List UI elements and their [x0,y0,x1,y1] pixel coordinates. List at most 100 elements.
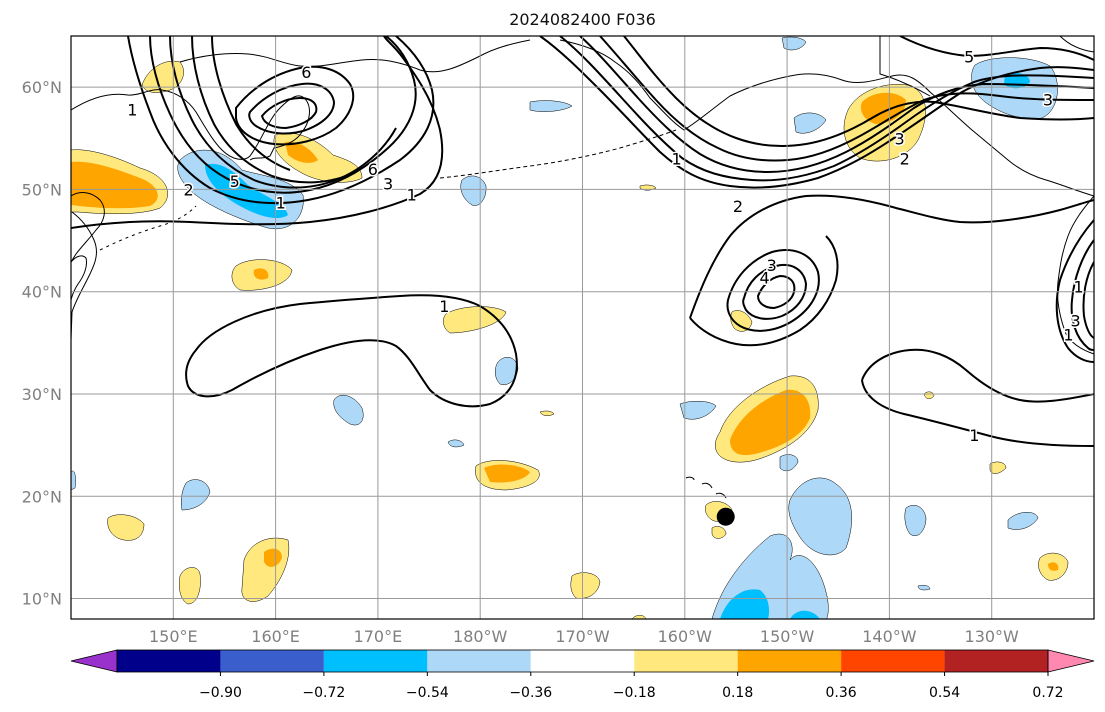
contour-label: 1 [672,150,682,169]
latitude-label: 40°N [22,283,62,302]
contour-west-inner-2 [191,36,357,184]
longitude-label: 140°W [862,627,917,646]
coast-north-america [1057,195,1094,355]
contour-3-west [127,36,435,205]
shade-negative-tropical-core-2 [790,610,820,619]
longitude-label: 180°W [453,627,508,646]
contour-label: 3 [383,174,393,193]
contour-5-northeast [899,36,1094,61]
contour-1-west [71,36,444,229]
contour-bering-low-3 [260,96,318,130]
contour-label: 3 [895,129,905,148]
longitude-label: 160°W [658,627,713,646]
contour-label: 1 [1063,326,1073,345]
shade-negative-cell-10 [447,439,465,448]
colorbar-extend-max [1047,649,1095,673]
contour-2-east [689,194,1094,319]
contour-jet-east-2 [559,36,1094,182]
contour-label: 4 [760,268,770,287]
shade-negative-cell-11 [180,479,211,511]
contour-1-mid-west [185,294,518,408]
shade-positive-cell-24 [730,310,753,332]
longitude-label: 130°W [965,627,1020,646]
latitude-label: 20°N [22,487,62,506]
colorbar-box [323,650,428,672]
contour-west-inner-1 [169,36,397,189]
colorbar-box [117,650,221,672]
shade-positive-cell-19 [179,567,201,605]
colorbar-outline [116,649,1049,673]
contour-label: 1 [127,101,137,120]
shade-positive-cell-1-core [253,268,269,280]
shade-positive-west-core [71,161,158,209]
contour-3-east-loop [726,249,820,332]
latitude-label: 60°N [22,78,62,97]
colorbar-box [634,650,738,672]
contour-east-edge-2 [1070,239,1094,351]
contour-label: 5 [964,47,974,66]
colorbar-box [530,650,635,672]
latitude-label: 10°N [22,590,62,609]
shade-negative-tropical-core [720,589,770,619]
shade-positive-cell-18-core [264,548,282,567]
colorbar-tick-label: 0.72 [1032,685,1063,701]
coastlines [71,36,1094,499]
colorbar-box [944,650,1048,672]
longitude-label: 170°E [354,627,403,646]
shade-negative-cell-5 [333,394,364,426]
colorbar-tick-label: −0.54 [406,685,449,701]
colorbar: −0.90 −0.72 −0.54 −0.36 −0.18 0.18 0.36 0.54 0.7… [70,649,1095,701]
contour-label: 1 [407,186,417,205]
latitude-labels: 60°N 50°N 40°N 30°N 20°N 10°N [22,78,62,608]
longitude-label: 150°E [149,627,198,646]
contour-label: 1 [276,194,286,213]
contour-bering-low-1 [235,65,355,146]
contour-east-edge-1 [1055,219,1094,363]
contour-label: 2 [184,180,194,199]
coast-aleutian-chain [439,129,677,179]
geopotential-contours [71,36,1094,447]
colorbar-tick-label: −0.90 [199,685,242,701]
shade-positive-cell-22-core [1048,562,1059,571]
shade-negative-cell-4 [495,356,519,385]
map-frame [70,35,1095,620]
contour-label: 1 [1074,278,1084,297]
shade-positive-okhotsk-core [285,141,318,163]
shade-negative-cell-3 [460,175,487,206]
contour-label: 5 [230,172,240,191]
shade-negative-cell-13 [904,505,927,536]
contour-4-east-loop [742,264,808,320]
contour-2-east-lower [689,235,839,347]
contour-label: 3 [767,256,777,275]
contour-label: 3 [1070,311,1080,330]
shade-negative-cell-12 [779,454,799,472]
coast-japan [71,255,87,301]
contour-label: 6 [301,63,311,82]
colorbar-box [841,650,945,672]
contour-label: 1 [439,297,449,316]
longitude-label: 160°E [251,627,300,646]
contour-west-inner-3 [211,36,291,171]
contour-6-west [149,36,417,194]
coast-sakhalin [71,211,97,341]
colorbar-tick-label: 0.36 [826,685,857,701]
contour-bering-low-2 [248,82,336,135]
shade-negative-cell-14 [1007,512,1039,530]
colorbar-tick-label: −0.72 [302,685,345,701]
shade-negative-cell-15 [917,584,931,591]
shade-positive-cell-27 [711,526,727,539]
contour-east-edge-3 [1082,261,1094,339]
contour-label: 2 [900,150,910,169]
shade-positive-cell-20 [107,514,145,541]
longitude-label: 150°W [760,627,815,646]
coast-canada [1059,36,1094,53]
latitude-label: 30°N [22,385,62,404]
coast-alaska-north [879,36,931,97]
colorbar-extend-min [70,649,118,673]
shade-positive-cell-29 [539,410,555,416]
colorbar-box [427,650,531,672]
shade-negative-cell-7 [781,36,807,51]
coast-alaska [559,39,1094,197]
